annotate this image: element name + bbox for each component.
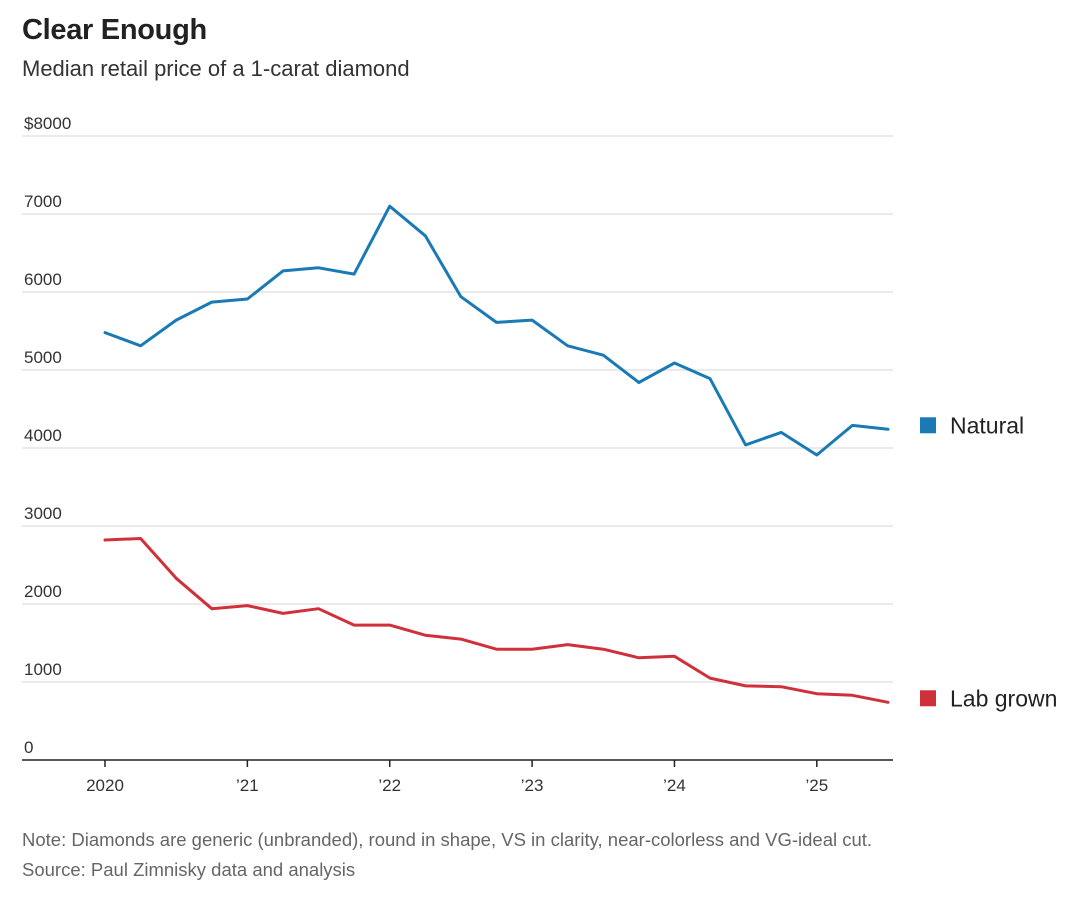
series-line-natural — [103, 204, 890, 457]
y-tick-label-3000: 3000 — [24, 504, 62, 523]
gridlines — [22, 135, 893, 683]
y-axis-ticks: $8000 7000 6000 5000 4000 3000 2000 1000 0 — [24, 114, 71, 757]
series-line-lab-grown — [103, 537, 890, 704]
x-tick-label-2021: ’21 — [236, 776, 259, 795]
chart-subtitle: Median retail price of a 1-carat diamond — [22, 56, 410, 81]
legend-swatch-natural — [920, 417, 936, 434]
x-tick-label-2022: ’22 — [378, 776, 401, 795]
line-chart: $8000 7000 6000 5000 4000 3000 2000 1000 0 2020 ’… — [22, 114, 1057, 795]
x-axis: 2020 ’21 ’22 ’23 ’24 ’25 — [22, 759, 893, 795]
note-text: Note: Diamonds are generic (unbranded), … — [22, 829, 873, 850]
legend-label-lab-grown: Lab grown — [950, 685, 1057, 711]
x-tick-label-2023: ’23 — [521, 776, 544, 795]
y-tick-label-1000: 1000 — [24, 660, 62, 679]
legend: Natural Lab grown — [920, 412, 1057, 711]
y-tick-label-7000: 7000 — [24, 192, 62, 211]
y-tick-label-8000: $8000 — [24, 114, 71, 133]
source-text: Source: Paul Zimnisky data and analysis — [22, 859, 356, 880]
y-tick-label-2000: 2000 — [24, 582, 62, 601]
legend-label-natural: Natural — [950, 412, 1024, 438]
y-tick-label-4000: 4000 — [24, 426, 62, 445]
y-tick-label-0: 0 — [24, 738, 33, 757]
y-tick-label-5000: 5000 — [24, 348, 62, 367]
x-tick-label-2025: ’25 — [805, 776, 828, 795]
y-tick-label-6000: 6000 — [24, 270, 62, 289]
chart-title: Clear Enough — [22, 14, 207, 46]
legend-swatch-lab-grown — [920, 690, 936, 707]
chart-footnote: Note: Diamonds are generic (unbranded), … — [22, 825, 872, 885]
x-tick-label-2024: ’24 — [663, 776, 686, 795]
x-tick-label-2020: 2020 — [86, 776, 124, 795]
series-lines — [103, 204, 890, 704]
